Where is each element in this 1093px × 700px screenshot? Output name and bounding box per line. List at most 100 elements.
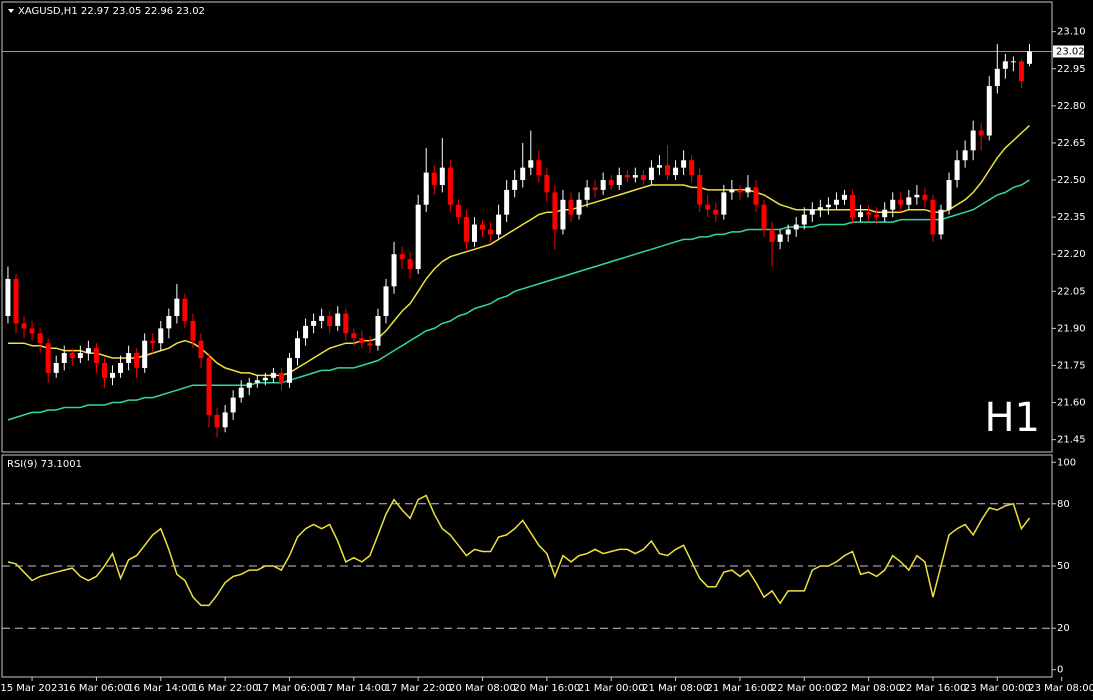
candle-body	[158, 328, 164, 344]
candle-body	[994, 68, 1000, 87]
chart-title: XAGUSD,H1 22.97 23.05 22.96 23.02	[18, 6, 205, 17]
candle-body	[303, 325, 309, 339]
candle-body	[77, 353, 83, 359]
candle-body	[592, 187, 598, 190]
candle-body	[737, 189, 743, 193]
candle-body	[262, 377, 268, 381]
candle-body	[126, 353, 132, 363]
candle-body	[528, 160, 534, 168]
candle-body	[423, 172, 429, 205]
candle-body	[850, 194, 856, 218]
candle-body	[648, 167, 654, 181]
candle-body	[761, 204, 767, 230]
y-tick-label: 21.45	[1057, 435, 1086, 446]
y-tick-label: 23.10	[1057, 27, 1086, 38]
candle-body	[874, 214, 880, 218]
candle-body	[214, 414, 220, 428]
candle-body	[1026, 51, 1032, 64]
x-tick-label: 22 Mar 08:00	[835, 683, 902, 694]
candle-body	[375, 316, 381, 346]
x-tick-label: 22 Mar 00:00	[771, 683, 838, 694]
x-tick-label: 21 Mar 00:00	[578, 683, 645, 694]
candle-body	[488, 229, 494, 235]
candle-body	[520, 167, 526, 181]
candle-body	[673, 167, 679, 176]
candle-body	[383, 286, 389, 317]
candle-body	[85, 348, 91, 354]
candle-body	[166, 316, 172, 329]
candle-body	[665, 165, 671, 176]
candle-body	[841, 194, 847, 200]
candle-body	[552, 192, 558, 230]
candle-body	[407, 259, 413, 270]
candle-body	[431, 172, 437, 185]
candle-body	[246, 382, 252, 388]
x-tick-label: 15 Mar 2023	[0, 683, 63, 694]
y-tick-label: 22.05	[1057, 286, 1086, 297]
candle-body	[343, 313, 349, 334]
x-tick-label: 20 Mar 16:00	[513, 683, 580, 694]
candle-body	[512, 180, 518, 190]
candle-body	[222, 412, 228, 428]
x-tick-label: 22 Mar 16:00	[900, 683, 967, 694]
candle-body	[134, 353, 140, 368]
candle-body	[882, 209, 888, 218]
candle-body	[190, 320, 196, 341]
candle-body	[793, 224, 799, 230]
candle-body	[5, 278, 11, 317]
candle-body	[1010, 61, 1016, 63]
candle-body	[399, 254, 405, 260]
candle-body	[391, 254, 397, 287]
candle-body	[769, 229, 775, 242]
rsi-tick-label: 50	[1057, 561, 1070, 572]
x-tick-label: 17 Mar 06:00	[256, 683, 323, 694]
current-price-box	[1053, 45, 1084, 58]
candle-body	[946, 180, 952, 210]
candle-body	[455, 204, 461, 218]
candle-body	[61, 353, 67, 363]
rsi-tick-label: 20	[1057, 623, 1070, 634]
candle-body	[817, 207, 823, 210]
candle-body	[21, 323, 27, 329]
candle-body	[496, 214, 502, 235]
candle-body	[415, 204, 421, 270]
candle-body	[69, 353, 75, 359]
moving-average	[7, 179, 1030, 421]
candle-body	[319, 316, 325, 321]
candle-body	[1002, 61, 1008, 69]
x-tick-label: 21 Mar 08:00	[642, 683, 709, 694]
candle-body	[110, 372, 116, 378]
candle-body	[866, 212, 872, 215]
candle-body	[101, 362, 107, 378]
x-tick-label: 16 Mar 14:00	[127, 683, 194, 694]
candle-body	[480, 224, 486, 230]
candle-body	[978, 130, 984, 136]
candle-body	[809, 209, 815, 215]
candle-body	[367, 343, 373, 346]
candle-body	[922, 194, 928, 200]
candle-body	[295, 338, 301, 359]
y-tick-label: 22.95	[1057, 64, 1086, 75]
candle-body	[335, 313, 341, 326]
candle-body	[713, 209, 719, 215]
candle-body	[938, 209, 944, 235]
candle-body	[858, 212, 864, 218]
candle-body	[150, 340, 156, 344]
candle-body	[230, 397, 236, 413]
rsi-title: RSI(9) 73.1001	[7, 459, 82, 470]
candle-body	[970, 130, 976, 151]
candle-body	[914, 194, 920, 198]
candle-body	[584, 187, 590, 200]
candle-body	[29, 328, 35, 334]
candle-body	[906, 197, 912, 205]
candle-body	[351, 333, 357, 339]
candle-body	[93, 348, 99, 363]
candle-body	[327, 316, 333, 326]
candle-body	[463, 217, 469, 242]
x-tick-label: 21 Mar 16:00	[707, 683, 774, 694]
candle-body	[198, 340, 204, 359]
candle-body	[986, 86, 992, 136]
candle-body	[825, 204, 831, 208]
x-tick-label: 17 Mar 22:00	[385, 683, 452, 694]
